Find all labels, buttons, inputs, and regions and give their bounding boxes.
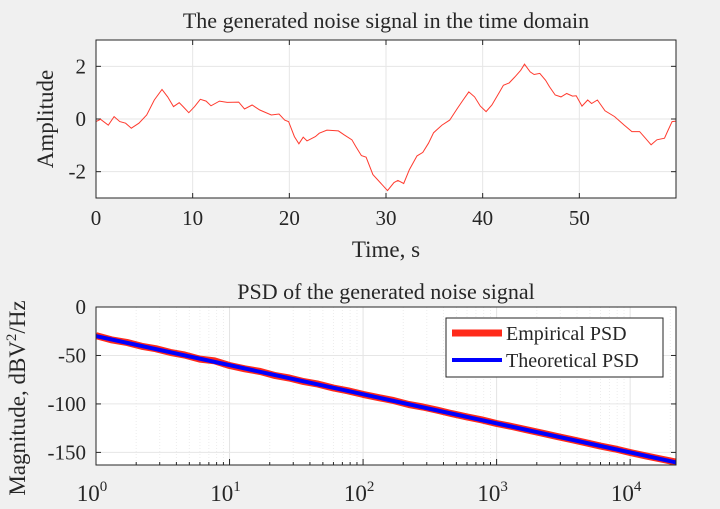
chart-title-time: The generated noise signal in the time d…	[183, 8, 589, 33]
legend-label: Theoretical PSD	[506, 350, 639, 372]
y-tick-label: -2	[69, 160, 87, 184]
x-tick-label: 40	[472, 206, 493, 230]
y-tick-label: -150	[48, 440, 87, 464]
y-axis-label-psd: Magnitude, dBV2/Hz	[4, 300, 30, 495]
y-tick-label: 0	[76, 295, 87, 319]
x-tick-label: 104	[611, 479, 642, 506]
x-axis-label-time: Time, s	[352, 237, 420, 262]
y-tick-label: 2	[76, 54, 87, 78]
y-tick-label: -100	[48, 392, 87, 416]
chart-title-psd: PSD of the generated noise signal	[237, 279, 535, 304]
x-tick-label: 30	[376, 206, 397, 230]
theoretical-psd-line	[96, 334, 676, 465]
legend-label: Empirical PSD	[506, 323, 627, 345]
x-tick-label: 10	[182, 206, 203, 230]
y-axis-label-time: Amplitude	[33, 70, 58, 168]
axes-box-time	[95, 39, 677, 199]
x-tick-label: 101	[210, 479, 241, 506]
x-tick-label: 50	[569, 206, 590, 230]
y-tick-label: -50	[58, 343, 86, 367]
x-tick-label: 20	[279, 206, 300, 230]
x-tick-label: 100	[77, 479, 108, 506]
y-tick-label: 0	[76, 107, 87, 131]
x-tick-label: 103	[477, 479, 508, 506]
axes-box-psd	[95, 306, 677, 466]
legend: Empirical PSD Theoretical PSD	[445, 317, 664, 378]
x-tick-label: 0	[91, 206, 102, 230]
x-tick-label: 102	[344, 479, 375, 506]
time-signal-line	[95, 63, 677, 192]
legend-box	[445, 317, 664, 378]
